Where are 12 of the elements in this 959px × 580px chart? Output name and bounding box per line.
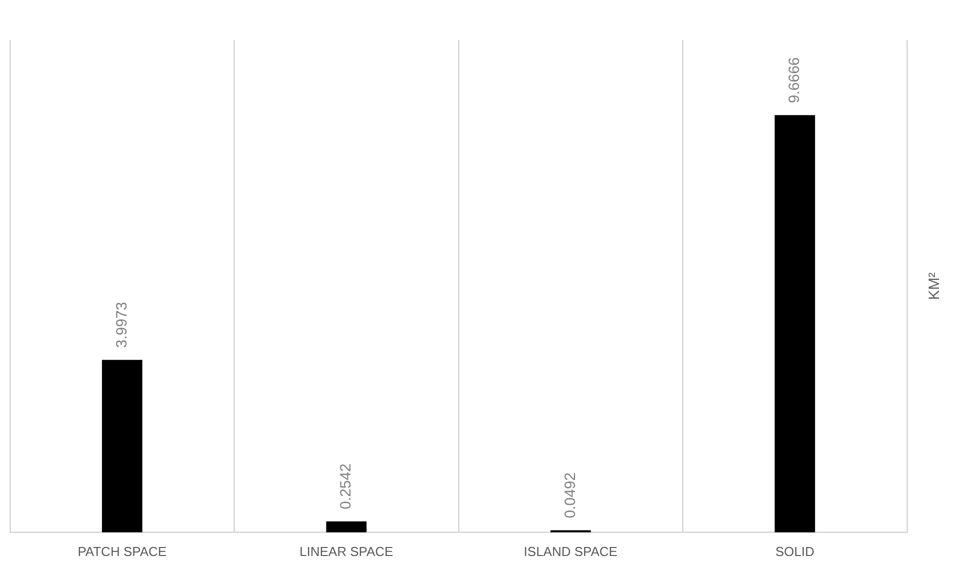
- data-label: 3.9973: [113, 302, 130, 348]
- data-label: 9.6666: [786, 57, 804, 104]
- x-tick-label: SOLID: [775, 544, 814, 559]
- bar: [326, 521, 367, 532]
- bar: [774, 115, 816, 532]
- x-tick-label: ISLAND SPACE: [524, 544, 618, 559]
- x-tick-label: PATCH SPACE: [78, 544, 167, 559]
- y-axis-title: KM²: [926, 272, 944, 300]
- data-label: 0.2542: [338, 464, 355, 510]
- x-tick-label: LINEAR SPACE: [300, 544, 394, 559]
- bar: [102, 360, 142, 532]
- data-label: 0.0492: [562, 472, 579, 518]
